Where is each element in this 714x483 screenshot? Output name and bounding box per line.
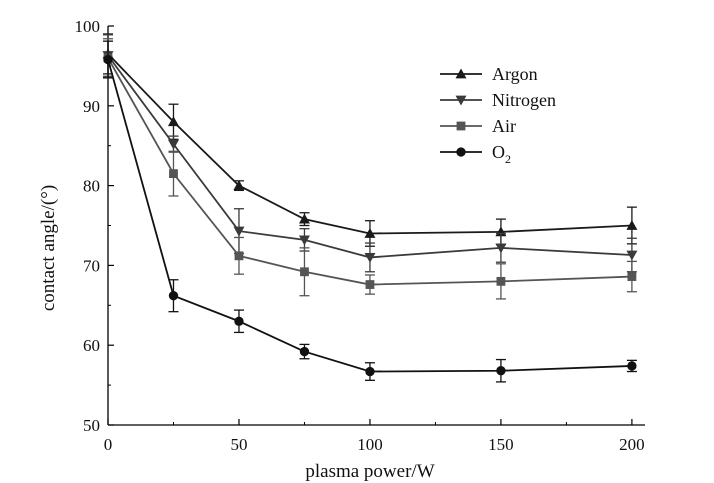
series-o (103, 40, 637, 383)
legend-label: Argon (492, 64, 538, 84)
legend-label: O2 (492, 142, 511, 166)
legend-marker (456, 121, 466, 131)
series-layer (102, 33, 638, 383)
x-axis-label: plasma power/W (305, 461, 434, 482)
legend-label: Air (492, 116, 516, 136)
data-point (169, 169, 178, 179)
data-point (627, 272, 637, 281)
data-point (364, 227, 376, 238)
series-air (103, 38, 637, 300)
data-point (496, 276, 506, 286)
data-point (234, 251, 244, 261)
y-tick-label: 70 (83, 256, 100, 275)
data-point (167, 139, 179, 150)
data-point (365, 280, 375, 289)
series-line (107, 53, 632, 235)
data-point (496, 366, 506, 376)
data-point (495, 243, 507, 254)
legend-label: Nitrogen (492, 90, 556, 110)
data-point (233, 180, 245, 190)
data-point (627, 361, 637, 371)
legend-marker (455, 95, 467, 106)
x-tick-label: 100 (357, 435, 383, 454)
legend-marker (456, 147, 466, 157)
x-tick-label: 50 (230, 435, 247, 454)
data-point (626, 220, 638, 230)
data-point (167, 116, 179, 127)
data-point (300, 267, 309, 277)
y-tick-label: 100 (75, 17, 101, 36)
y-tick-label: 50 (83, 416, 100, 435)
x-tick-label: 0 (104, 435, 113, 454)
data-point (168, 291, 179, 301)
data-point (364, 253, 376, 263)
x-tick-label: 200 (619, 435, 645, 454)
data-point (233, 226, 245, 237)
y-tick-label: 90 (83, 97, 100, 116)
data-point (298, 213, 310, 224)
legend-label-subscript: 2 (505, 152, 511, 166)
x-tick-label: 150 (488, 435, 514, 454)
legend-item: Nitrogen (440, 90, 556, 110)
data-point (234, 316, 244, 326)
y-tick-label: 60 (83, 336, 100, 355)
legend: Argon Nitrogen Air O2 (440, 64, 556, 166)
data-point (365, 366, 375, 377)
data-point (626, 250, 638, 261)
legend-item: Argon (440, 64, 538, 84)
y-tick-label: 80 (83, 177, 100, 196)
legend-item: Air (440, 116, 516, 136)
series-argon (102, 33, 638, 247)
data-point (103, 54, 113, 65)
legend-marker (455, 68, 467, 79)
data-point (299, 346, 310, 357)
y-axis-label: contact angle/(°) (38, 185, 59, 311)
data-point (298, 235, 310, 246)
legend-item: O2 (440, 142, 511, 166)
